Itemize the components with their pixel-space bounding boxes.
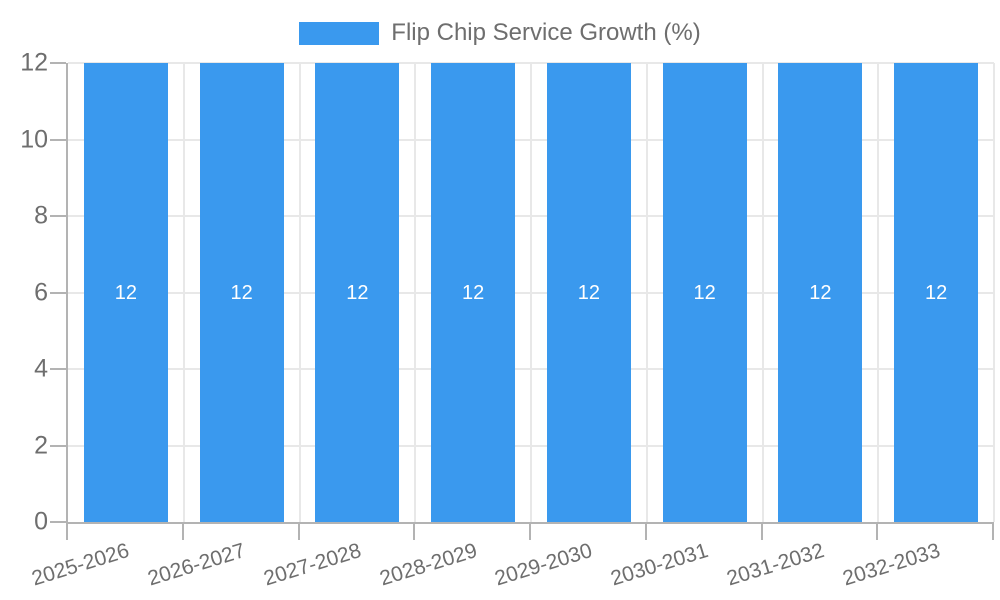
x-tick-label: 2028-2029 [376, 539, 480, 591]
bar-value-label: 12 [346, 281, 369, 304]
gridline-x [182, 63, 185, 522]
x-tick-label: 2025-2026 [29, 539, 133, 591]
bar-value-label: 12 [230, 281, 253, 304]
bar: 12 [894, 63, 979, 522]
x-tick-label: 2030-2031 [608, 539, 712, 591]
gridline-x [761, 63, 764, 522]
bar: 12 [83, 63, 168, 522]
x-axis-line [66, 522, 994, 524]
x-tick-mark [297, 524, 300, 540]
y-tick-mark [50, 521, 66, 523]
legend-color-swatch [299, 21, 380, 45]
gridline-x [645, 63, 648, 522]
y-tick-label: 8 [34, 201, 48, 230]
x-tick-label: 2026-2027 [145, 539, 249, 591]
y-tick-label: 0 [34, 507, 48, 536]
x-tick-mark [992, 524, 994, 540]
bar-value-label: 12 [577, 281, 600, 304]
y-tick-mark [50, 291, 66, 294]
plot-area: 12 12 12 12 12 12 12 12 [68, 62, 995, 522]
bar-value-label: 12 [462, 281, 485, 304]
y-tick-label: 10 [20, 125, 48, 153]
x-tick-label: 2032-2033 [839, 539, 943, 591]
x-tick-label: 2029-2030 [492, 539, 596, 591]
x-tick-mark [413, 524, 416, 540]
legend-label: Flip Chip Service Growth (%) [391, 19, 701, 46]
y-axis-line [66, 63, 68, 524]
bar: 12 [431, 63, 516, 522]
y-tick-mark [50, 368, 66, 370]
gridline-x [993, 63, 995, 522]
x-tick-label: 2027-2028 [261, 539, 364, 591]
gridline-x [414, 63, 417, 522]
x-tick-mark [644, 524, 647, 540]
y-tick-mark [50, 138, 66, 141]
y-tick-label: 4 [34, 354, 48, 383]
gridline-x [530, 63, 532, 522]
bar: 12 [778, 63, 863, 522]
bar-value-label: 12 [114, 281, 137, 304]
bar: 12 [662, 63, 747, 522]
chart-legend[interactable]: Flip Chip Service Growth (%) [0, 19, 1000, 46]
bar: 12 [546, 63, 631, 522]
y-tick-mark [50, 62, 66, 64]
x-tick-mark [760, 524, 763, 540]
y-tick-label: 6 [34, 278, 48, 306]
y-tick-label: 2 [34, 431, 48, 459]
x-tick-mark [66, 524, 68, 540]
x-tick-mark [181, 524, 184, 540]
gridline-x [877, 63, 880, 522]
y-tick-label: 12 [20, 48, 48, 77]
x-tick-label: 2031-2032 [724, 539, 827, 591]
bar-value-label: 12 [693, 281, 716, 304]
y-tick-mark [50, 444, 66, 447]
gridline-x [298, 63, 301, 522]
bar: 12 [315, 63, 400, 522]
bar-value-label: 12 [925, 281, 948, 304]
x-tick-mark [876, 524, 879, 540]
bar-value-label: 12 [809, 281, 832, 304]
y-tick-mark [50, 215, 66, 217]
x-tick-mark [529, 524, 531, 540]
bar: 12 [199, 63, 284, 522]
